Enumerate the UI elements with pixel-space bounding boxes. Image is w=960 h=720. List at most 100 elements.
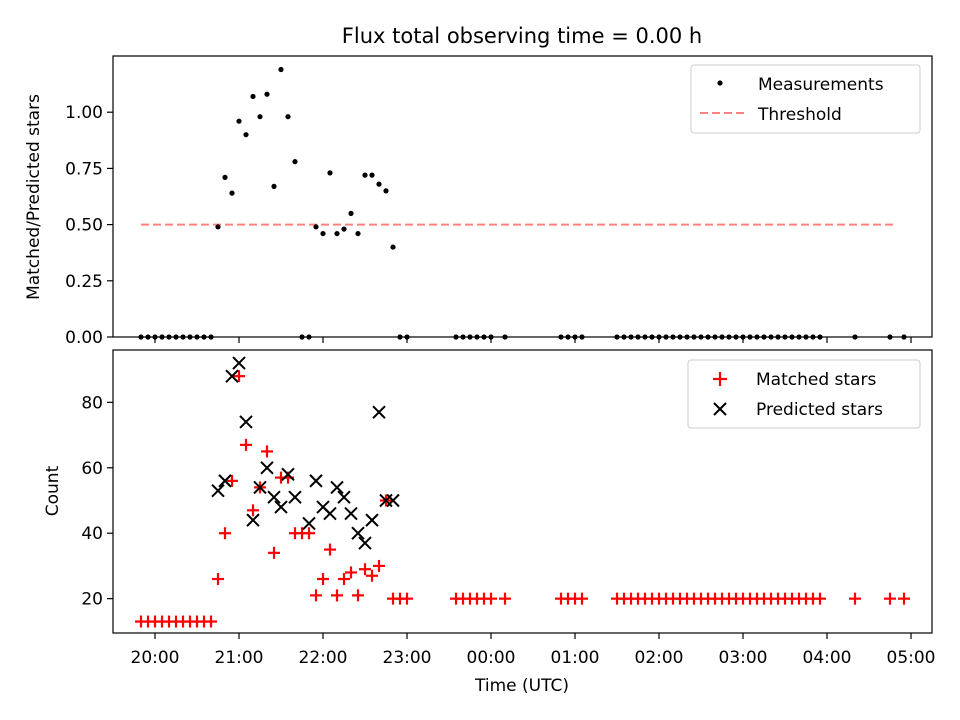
predicted-star-marker [365, 513, 379, 527]
measurement-point [271, 183, 277, 189]
predicted-star-marker-b [344, 506, 358, 521]
legend-measurements-marker [717, 80, 723, 86]
predicted-star-marker-b [365, 513, 379, 527]
bottom-x-tick-label: 22:00 [299, 648, 348, 668]
bottom-x-tick-label: 01:00 [551, 648, 600, 668]
measurement-point [376, 181, 382, 187]
legend-predicted-marker [713, 402, 727, 416]
bottom-x-tick-label: 00:00 [467, 648, 516, 668]
measurement-point [264, 91, 270, 97]
top-y-tick-label: 1.00 [65, 103, 103, 123]
predicted-star-marker-b [260, 461, 274, 475]
matched-star-marker [219, 527, 231, 540]
matched-star-marker [247, 504, 259, 517]
predicted-star-marker-b [358, 536, 372, 550]
predicted-star-marker [358, 536, 372, 550]
bottom-x-tick-label: 23:00 [383, 648, 432, 668]
measurement-point [334, 230, 340, 237]
predicted-star-marker [323, 506, 337, 521]
measurement-point [341, 226, 347, 232]
measurement-point [383, 188, 389, 194]
measurement-point [327, 170, 333, 176]
top-axes-frame [112, 55, 933, 338]
matched-star-marker [884, 592, 896, 605]
bottom-y-ticks: 20 40 60 80 [81, 393, 113, 610]
predicted-star-marker [309, 474, 323, 488]
predicted-star-marker [253, 480, 267, 495]
measurement-point [285, 114, 291, 120]
measurement-point [320, 230, 326, 237]
top-y-axis-label: Matched/Predicted stars [24, 94, 44, 300]
top-legend: Measurements Threshold [690, 64, 921, 134]
predicted-star-marker [267, 490, 281, 504]
measurement-point [369, 172, 375, 178]
predicted-star-marker [281, 467, 295, 482]
bottom-x-ticks: 20:00 21:00 22:00 23:00 00:00 01:00 02:00 03:00… [131, 633, 936, 668]
predicted-star-marker-b [281, 467, 295, 482]
matched-star-marker [317, 573, 329, 586]
predicted-star-marker-b [239, 415, 253, 429]
matched-star-marker [261, 445, 273, 458]
matched-star-marker [324, 543, 336, 556]
predicted-star-marker-b [225, 369, 239, 383]
matched-star-marker [212, 573, 224, 586]
measurement-point [229, 190, 235, 196]
predicted-star-marker-b [274, 500, 288, 514]
chart-title: Flux total observing time = 0.00 h [342, 24, 702, 48]
bottom-axes-frame [112, 349, 933, 634]
top-y-tick-label: 0.50 [65, 216, 103, 236]
predicted-star-marker-b [246, 513, 260, 527]
predicted-star-marker-b [316, 500, 330, 514]
matched-star-marker [345, 566, 357, 579]
matched-star-marker [485, 592, 497, 605]
measurement-point [250, 93, 256, 100]
measurement-point [278, 66, 284, 73]
predicted-star-marker [260, 461, 274, 475]
predicted-star-marker [288, 490, 302, 504]
predicted-star-marker [372, 405, 386, 419]
predicted-star-marker-b [302, 516, 316, 531]
measurement-point [257, 114, 263, 120]
bottom-legend-box [687, 359, 921, 429]
matched-star-marker [499, 592, 511, 605]
predicted-star-marker [344, 506, 358, 521]
measurement-point [362, 172, 368, 178]
predicted-star-marker-b [323, 506, 337, 521]
top-y-ticks: 0.00 0.25 0.50 0.75 1.00 [65, 103, 113, 348]
top-panel: 0.00 0.25 0.50 0.75 1.00 Matched/Predicted s… [24, 55, 933, 348]
top-y-tick-label: 0.75 [65, 159, 103, 179]
predicted-star-marker-b [267, 490, 281, 504]
measurement-point [243, 132, 249, 138]
predicted-star-marker-b [309, 474, 323, 488]
bottom-panel: 20 40 60 80 20:00 21:00 22:00 23:00 00:00 01:00 0… [43, 349, 936, 696]
bottom-x-tick-label: 04:00 [803, 648, 852, 668]
matched-star-marker [401, 592, 413, 605]
matched-star-marker [240, 438, 252, 451]
predicted-star-marker [330, 480, 344, 495]
predicted-star-marker-b [288, 490, 302, 504]
measurement-point [292, 159, 298, 165]
bottom-y-tick-label: 40 [81, 524, 103, 544]
matched-star-marker [310, 589, 322, 602]
legend-threshold-label: Threshold [757, 105, 842, 125]
bottom-y-tick-label: 60 [81, 459, 103, 479]
measurement-point [236, 118, 242, 124]
bottom-x-tick-label: 05:00 [887, 648, 936, 668]
top-y-tick-label: 0.00 [65, 328, 103, 348]
matched-star-marker [373, 559, 385, 572]
matched-star-marker [226, 474, 238, 487]
predicted-star-marker-b [211, 483, 225, 498]
matched-star-marker [303, 527, 315, 540]
bottom-legend: Matched stars Predicted stars [687, 359, 921, 429]
matched-star-marker [814, 592, 826, 605]
legend-matched-label: Matched stars [756, 370, 876, 390]
measurement-point [355, 230, 361, 237]
legend-predicted-label: Predicted stars [756, 400, 883, 420]
predicted-star-marker [232, 356, 246, 370]
measurement-point [313, 224, 319, 230]
predicted-star-marker-b [372, 405, 386, 419]
matched-star-marker [576, 592, 588, 605]
bottom-y-axis-label: Count [43, 465, 63, 516]
top-x-ticks [154, 337, 912, 343]
